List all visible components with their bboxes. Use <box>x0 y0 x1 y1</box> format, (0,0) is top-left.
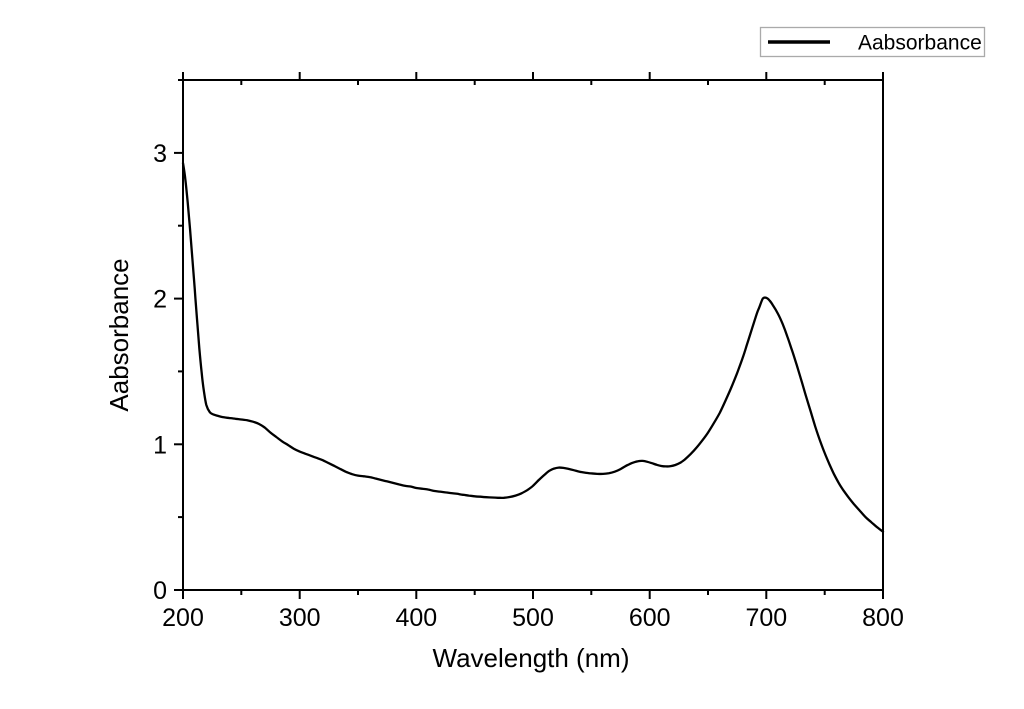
y-axis-title: Aabsorbance <box>104 258 134 411</box>
x-tick-label: 600 <box>629 604 671 632</box>
x-axis-title: Wavelength (nm) <box>433 643 630 673</box>
y-tick-label: 2 <box>153 286 167 314</box>
absorbance-curve <box>181 161 885 533</box>
data-curve-group <box>181 161 885 533</box>
legend-label: Aabsorbance <box>858 32 982 55</box>
x-tick-label: 800 <box>862 604 904 632</box>
x-tick-label: 700 <box>745 604 787 632</box>
x-tick-label: 500 <box>512 604 554 632</box>
y-tick-label: 1 <box>153 431 167 459</box>
axis-ticks <box>174 72 884 599</box>
axis-tick-labels: 200 300 400 500 600 700 800 0 1 2 3 <box>153 140 904 632</box>
y-tick-label: 3 <box>153 140 167 168</box>
plot-frame <box>182 79 884 591</box>
x-tick-label: 400 <box>395 604 437 632</box>
y-tick-label: 0 <box>153 577 167 605</box>
x-tick-label: 200 <box>162 604 204 632</box>
legend: Aabsorbance <box>759 26 986 58</box>
x-tick-label: 300 <box>279 604 321 632</box>
